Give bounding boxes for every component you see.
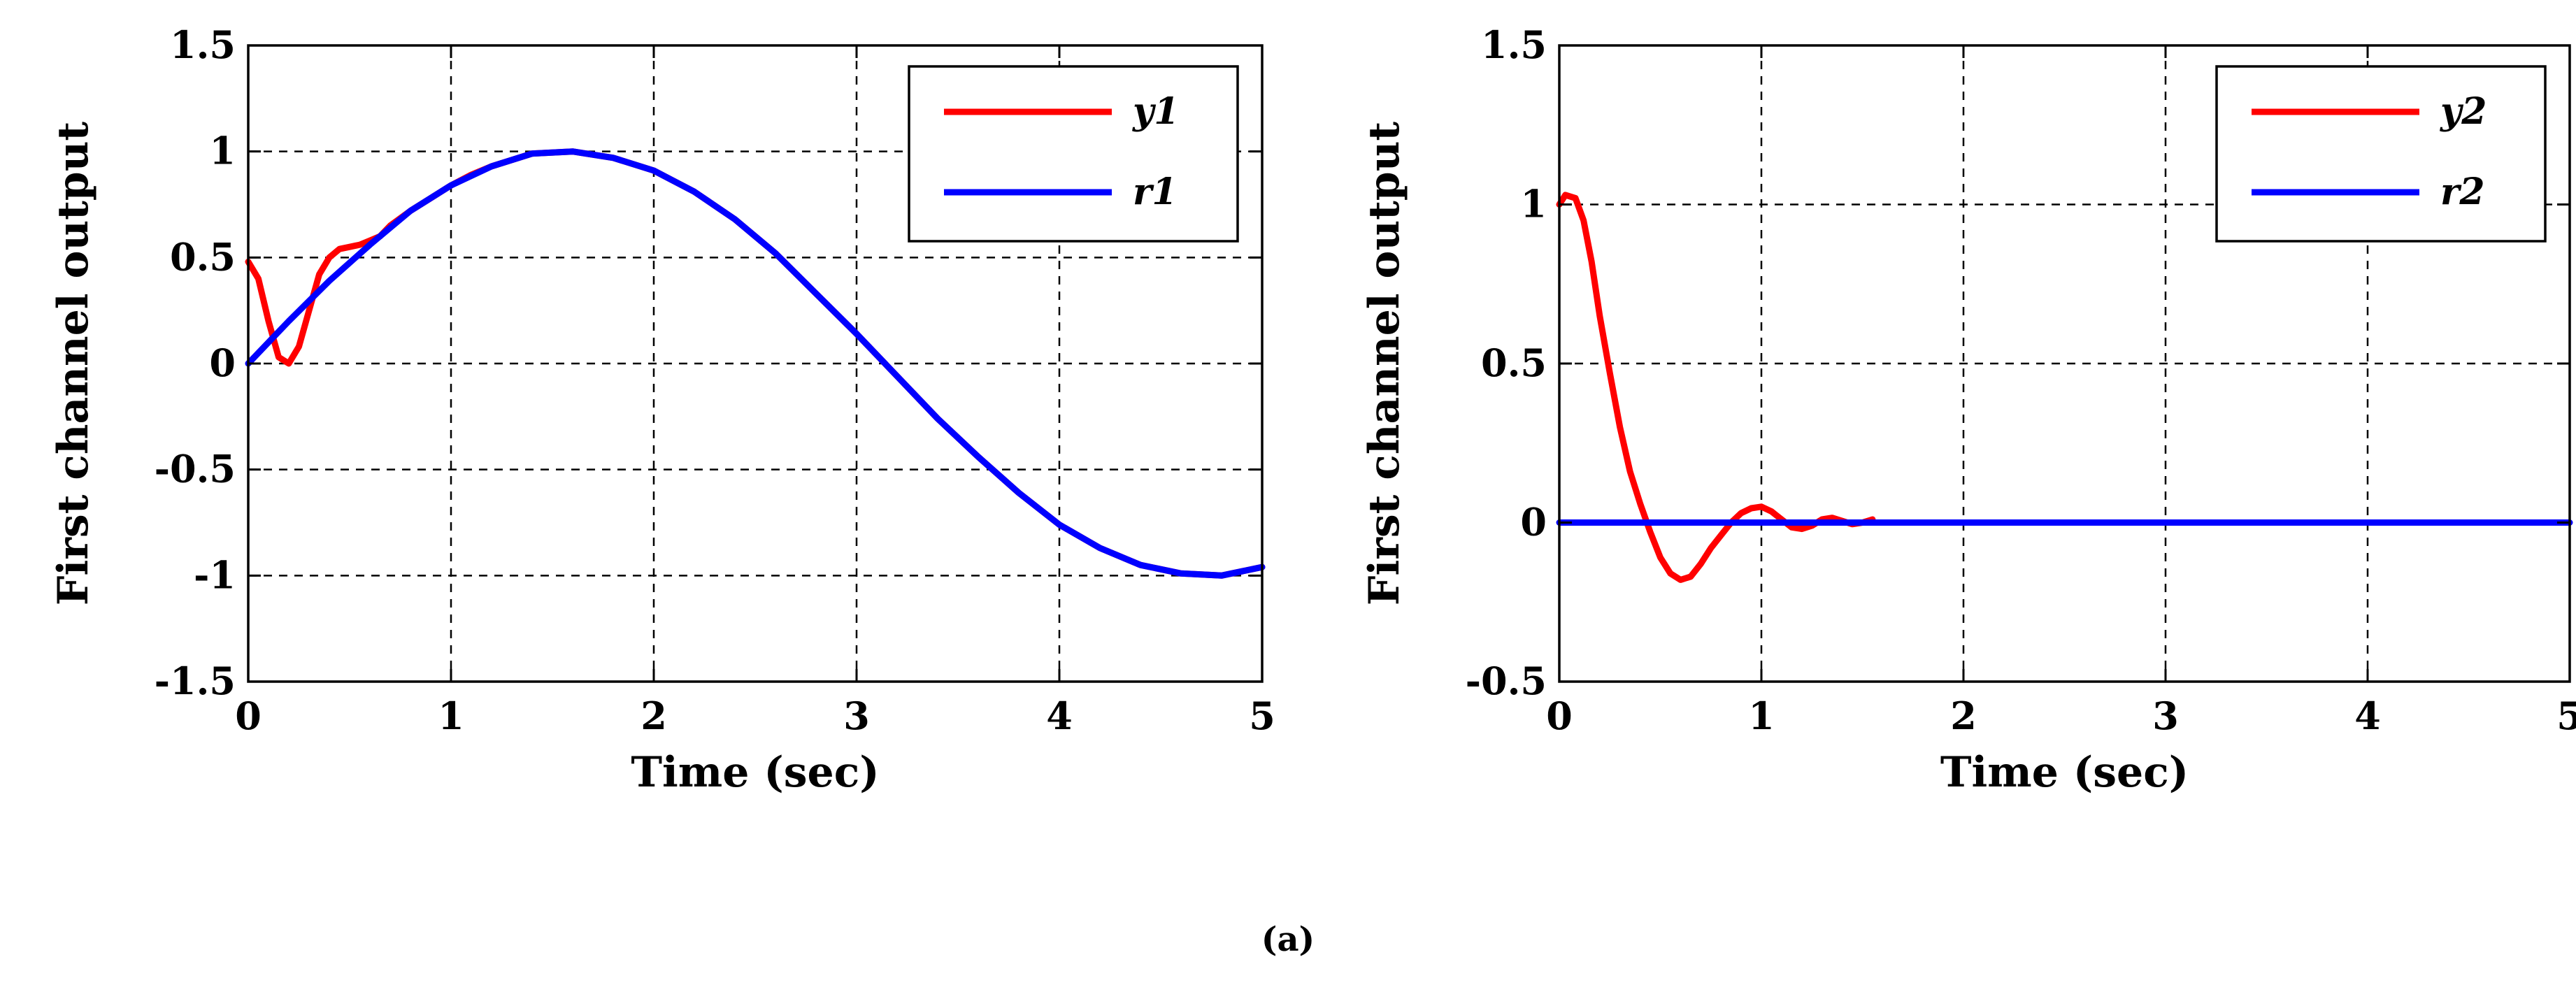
legend-label-r1: r1 bbox=[1133, 171, 1178, 213]
y-tick-label: -0.5 bbox=[1466, 659, 1547, 703]
legend-label-r2: r2 bbox=[2440, 171, 2485, 213]
y-tick-label: 0 bbox=[209, 340, 236, 385]
y-tick-label: -1 bbox=[194, 552, 236, 597]
x-tick-label: 5 bbox=[2556, 693, 2576, 738]
y-tick-label: 0 bbox=[1520, 500, 1547, 545]
x-tick-label: 2 bbox=[1950, 693, 1977, 738]
y-axis-label: First channel output bbox=[1360, 122, 1409, 605]
y-tick-label: 1 bbox=[209, 129, 236, 173]
y-tick-label: 0.5 bbox=[1481, 340, 1547, 385]
x-tick-label: 5 bbox=[1249, 693, 1275, 738]
x-tick-label: 4 bbox=[2354, 693, 2381, 738]
y-tick-label: -0.5 bbox=[155, 447, 236, 491]
series-line-r1 bbox=[245, 148, 1266, 579]
legend-box bbox=[2215, 65, 2547, 243]
x-tick-label: 1 bbox=[1748, 693, 1775, 738]
x-tick-label: 4 bbox=[1046, 693, 1073, 738]
x-axis-label: Time (sec) bbox=[631, 748, 879, 797]
y-axis-label: First channel output bbox=[49, 122, 98, 605]
y-tick-label: -1.5 bbox=[155, 659, 236, 703]
y-tick-label: 1.5 bbox=[170, 22, 236, 67]
legend-label-y1: y1 bbox=[1132, 90, 1179, 133]
x-tick-label: 0 bbox=[1546, 693, 1573, 738]
figure-caption: (a) bbox=[1261, 920, 1315, 959]
y-tick-label: 0.5 bbox=[170, 234, 236, 279]
legend-label-y2: y2 bbox=[2440, 90, 2486, 133]
x-tick-label: 2 bbox=[641, 693, 667, 738]
x-tick-label: 1 bbox=[438, 693, 464, 738]
x-tick-label: 3 bbox=[843, 693, 870, 738]
x-tick-label: 0 bbox=[235, 693, 262, 738]
legend-box bbox=[908, 65, 1239, 243]
chart-y1-r1: 0 1 2 3 4 5 -1.5 -1 -0.5 0 0.5 1 1.5 Time (sec) First … bbox=[49, 22, 1275, 797]
y-tick-label: 1 bbox=[1520, 182, 1547, 227]
y-tick-label: 1.5 bbox=[1481, 22, 1547, 67]
x-axis-label: Time (sec) bbox=[1940, 748, 2189, 797]
x-tick-label: 3 bbox=[2152, 693, 2179, 738]
